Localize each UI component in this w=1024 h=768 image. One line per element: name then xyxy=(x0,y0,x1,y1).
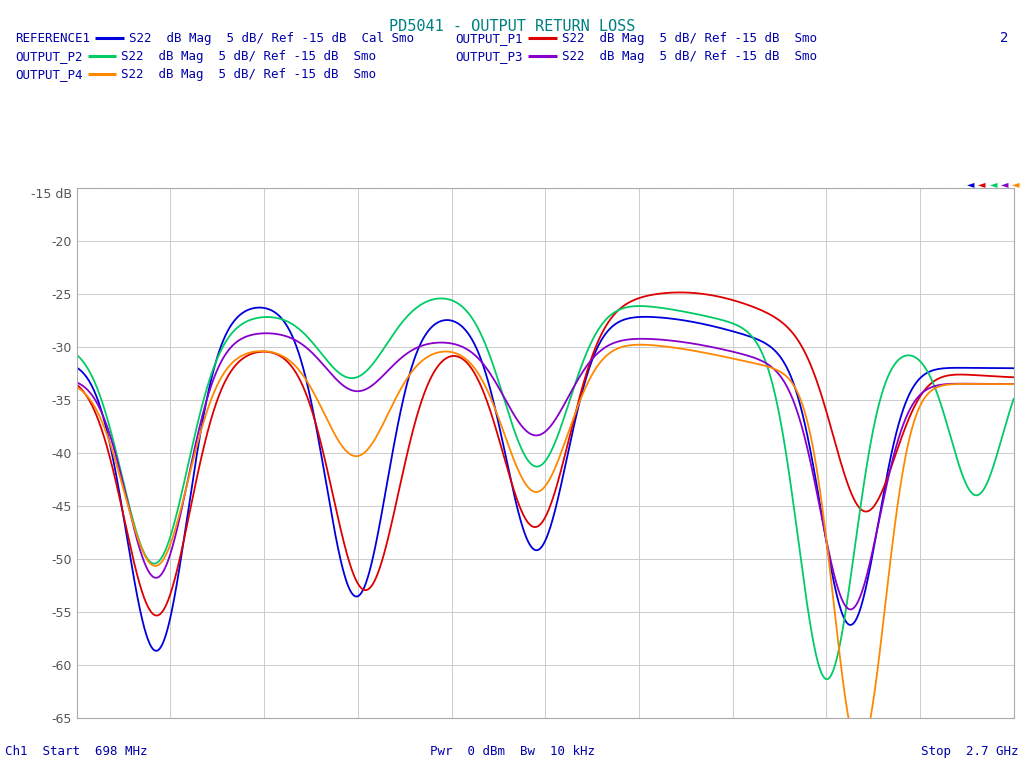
Text: Stop  2.7 GHz: Stop 2.7 GHz xyxy=(922,745,1019,757)
Text: ◄: ◄ xyxy=(967,179,975,190)
Text: REFERENCE1: REFERENCE1 xyxy=(15,32,90,45)
Text: OUTPUT_P3: OUTPUT_P3 xyxy=(456,50,523,62)
Text: S22  dB Mag  5 dB/ Ref -15 dB  Smo: S22 dB Mag 5 dB/ Ref -15 dB Smo xyxy=(561,32,817,45)
Text: OUTPUT_P4: OUTPUT_P4 xyxy=(15,68,83,81)
Text: S22  dB Mag  5 dB/ Ref -15 dB  Cal Smo: S22 dB Mag 5 dB/ Ref -15 dB Cal Smo xyxy=(129,32,414,45)
Text: ◄: ◄ xyxy=(989,179,997,190)
Text: PD5041 - OUTPUT RETURN LOSS: PD5041 - OUTPUT RETURN LOSS xyxy=(389,19,635,35)
Text: -15 dB: -15 dB xyxy=(31,188,72,201)
Text: OUTPUT_P2: OUTPUT_P2 xyxy=(15,50,83,62)
Text: ◄: ◄ xyxy=(1000,179,1009,190)
Text: S22  dB Mag  5 dB/ Ref -15 dB  Smo: S22 dB Mag 5 dB/ Ref -15 dB Smo xyxy=(122,50,377,62)
Text: Ch1  Start  698 MHz: Ch1 Start 698 MHz xyxy=(5,745,147,757)
Text: Pwr  0 dBm  Bw  10 kHz: Pwr 0 dBm Bw 10 kHz xyxy=(429,745,595,757)
Text: ◄: ◄ xyxy=(978,179,986,190)
Text: S22  dB Mag  5 dB/ Ref -15 dB  Smo: S22 dB Mag 5 dB/ Ref -15 dB Smo xyxy=(122,68,377,81)
Text: 2: 2 xyxy=(1000,31,1009,45)
Text: S22  dB Mag  5 dB/ Ref -15 dB  Smo: S22 dB Mag 5 dB/ Ref -15 dB Smo xyxy=(561,50,817,62)
Text: OUTPUT_P1: OUTPUT_P1 xyxy=(456,32,523,45)
Text: ◄: ◄ xyxy=(1012,179,1020,190)
